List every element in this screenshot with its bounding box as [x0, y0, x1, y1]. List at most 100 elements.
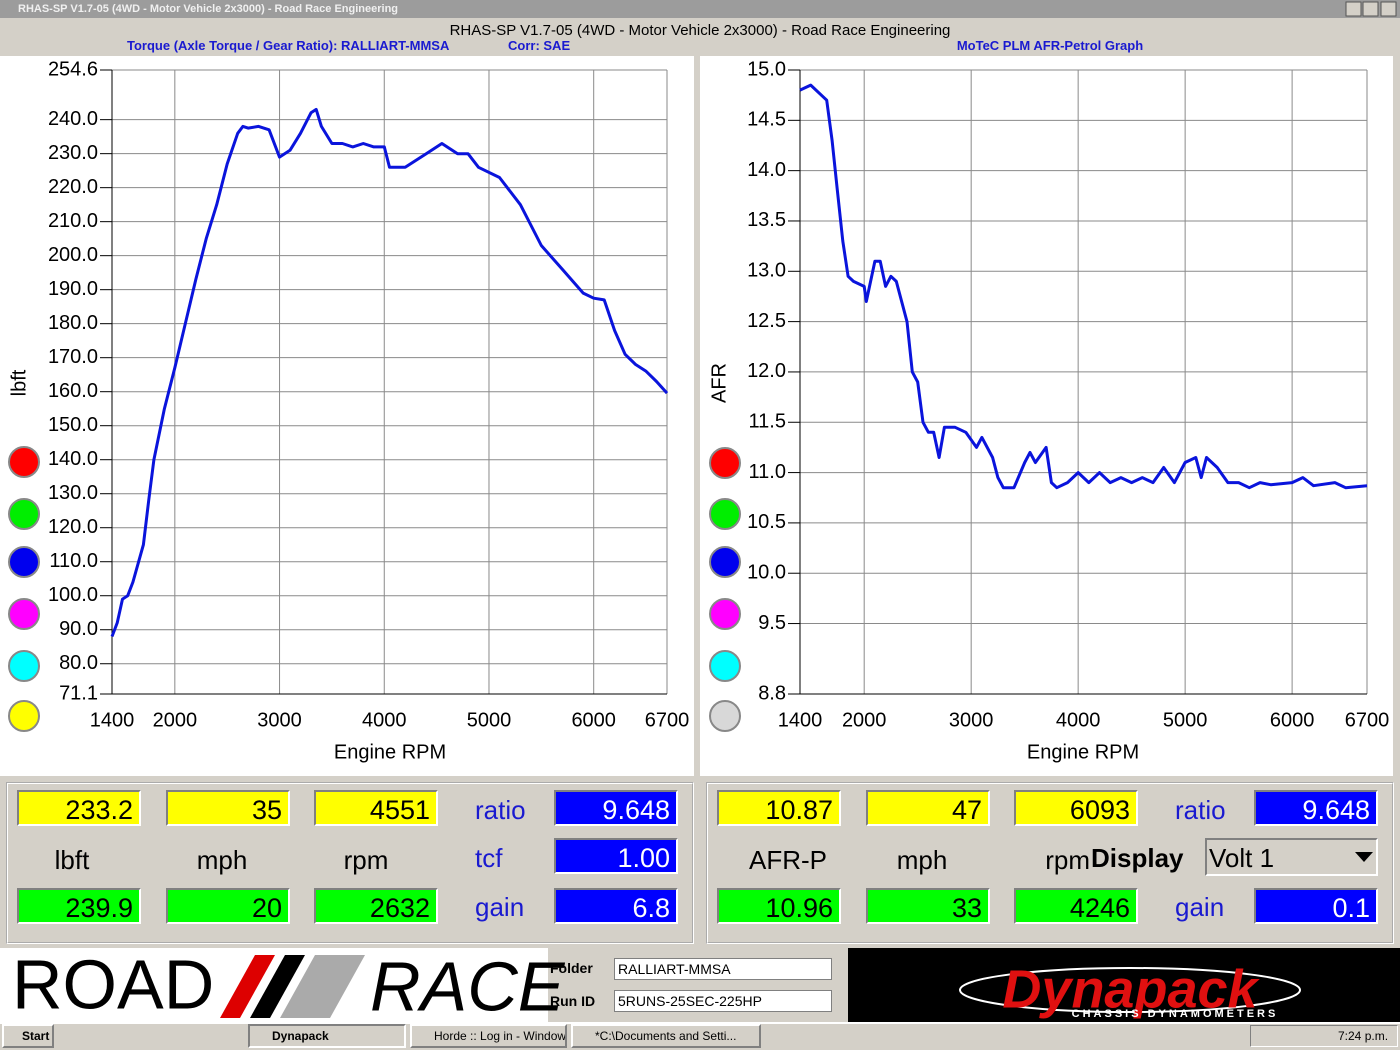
dynapack-logo-bg [848, 948, 1400, 1022]
logo-swoosh [959, 967, 1301, 1013]
x-tick-label: 6700 [1345, 709, 1390, 731]
run-id-field[interactable]: 5RUNS-25SEC-225HP [614, 990, 832, 1012]
y-tick-label: 210.0 [48, 210, 98, 232]
y-tick-label: 13.0 [747, 260, 786, 282]
readout: 10.87 [717, 790, 841, 826]
param-value[interactable]: 0.1 [1254, 888, 1378, 924]
x-tick-label: 6700 [645, 709, 690, 731]
y-tick-label: 15.0 [747, 58, 786, 80]
window-controls [1345, 1, 1397, 17]
unit-label: lbft [54, 845, 90, 875]
unit-label: mph [896, 845, 948, 875]
param-label: tcf [475, 843, 503, 873]
display-dropdown[interactable]: Volt 1 [1205, 838, 1378, 876]
y-tick-label: 200.0 [48, 244, 98, 266]
x-tick-label: 3000 [257, 709, 302, 731]
param-value[interactable]: 1.00 [554, 838, 678, 874]
start-button[interactable]: Start [2, 1024, 54, 1048]
taskbar-item[interactable]: Horde :: Log in - Window... [410, 1024, 567, 1048]
logo-race: RACE [370, 947, 566, 1025]
y-tick-label: 8.8 [758, 682, 786, 704]
param-value[interactable]: 9.648 [554, 790, 678, 826]
window-title: RHAS-SP V1.7-05 (4WD - Motor Vehicle 2x3… [18, 3, 398, 15]
param-value[interactable]: 9.648 [1254, 790, 1378, 826]
x-tick-label: 1400 [90, 709, 135, 731]
readout: 10.96 [717, 888, 841, 924]
app-title: RHAS-SP V1.7-05 (4WD - Motor Vehicle 2x3… [450, 22, 951, 39]
x-tick-label: 4000 [1056, 709, 1101, 731]
data-line [110, 107, 669, 638]
field-label: Folder [550, 960, 593, 976]
logo-subtitle: CHASSIS DYNAMOMETERS [1072, 1008, 1279, 1020]
y-tick-label: 14.0 [747, 159, 786, 181]
taskbar-item[interactable]: *C:\Documents and Setti... [571, 1024, 761, 1048]
y-tick-label: 80.0 [59, 652, 98, 674]
y-axis-label: AFR [708, 363, 730, 403]
y-tick-label: 11.0 [749, 461, 786, 483]
maximize-button[interactable] [1362, 1, 1379, 17]
readout: 20 [166, 888, 290, 924]
y-tick-label: 100.0 [48, 584, 98, 606]
field-label: Run ID [550, 993, 596, 1009]
x-tick-label: 2000 [842, 709, 887, 731]
y-tick-label: 180.0 [48, 312, 98, 334]
chart-subtitle: Corr: SAE [508, 38, 571, 53]
readout: 2632 [314, 888, 438, 924]
chart-panel [0, 56, 694, 776]
x-tick-label: 5000 [467, 709, 512, 731]
y-tick-label: 160.0 [48, 380, 98, 402]
readout: 239.9 [17, 888, 141, 924]
y-tick-label: 110.0 [49, 550, 98, 572]
x-tick-label: 6000 [1270, 709, 1315, 731]
x-axis-label: Engine RPM [334, 741, 446, 763]
display-label: Display [1091, 843, 1184, 873]
y-tick-label: 90.0 [59, 618, 98, 640]
chart-title: Torque (Axle Torque / Gear Ratio): RALLI… [127, 38, 450, 53]
legend-swatches [8, 446, 741, 732]
param-label: ratio [475, 795, 526, 825]
y-tick-label: 13.5 [747, 209, 786, 231]
readout: 233.2 [17, 790, 141, 826]
y-tick-label: 254.6 [48, 58, 98, 80]
param-label: ratio [1175, 795, 1226, 825]
y-tick-label: 130.0 [48, 482, 98, 504]
x-tick-label: 2000 [153, 709, 198, 731]
x-tick-label: 5000 [1163, 709, 1208, 731]
chart-title: MoTeC PLM AFR-Petrol Graph [956, 38, 1144, 53]
y-tick-label: 9.5 [758, 612, 786, 634]
readout: 33 [866, 888, 990, 924]
param-value[interactable]: 6.8 [554, 888, 678, 924]
y-tick-label: 11.5 [749, 411, 786, 433]
logo-road: ROAD [12, 945, 214, 1023]
y-tick-label: 71.1 [59, 682, 98, 704]
unit-label: rpm [1045, 845, 1090, 875]
x-tick-label: 1400 [778, 709, 823, 731]
unit-label: AFR-P [749, 845, 827, 875]
x-tick-label: 3000 [949, 709, 994, 731]
y-tick-label: 170.0 [48, 346, 98, 368]
data-line [799, 83, 1368, 490]
y-tick-label: 10.5 [747, 511, 786, 533]
x-axis-label: Engine RPM [1027, 741, 1139, 763]
y-tick-label: 12.0 [747, 360, 786, 382]
y-tick-label: 230.0 [48, 142, 98, 164]
logo-dynapack: Dynapack [1002, 959, 1260, 1019]
chart-panel [700, 56, 1393, 776]
readout: 4551 [314, 790, 438, 826]
dropdown-arrow[interactable] [1355, 852, 1373, 864]
logo-stripes [220, 955, 365, 1018]
x-tick-label: 4000 [362, 709, 407, 731]
unit-label: mph [196, 845, 248, 875]
y-tick-label: 120.0 [48, 516, 98, 538]
close-button[interactable] [1380, 1, 1397, 17]
y-tick-label: 190.0 [48, 278, 98, 300]
minimize-button[interactable] [1345, 1, 1362, 17]
readout: 4246 [1014, 888, 1138, 924]
taskbar-item[interactable]: Dynapack [248, 1024, 406, 1048]
dropdown-value: Volt 1 [1209, 843, 1275, 873]
y-tick-label: 140.0 [48, 448, 98, 470]
folder-field[interactable]: RALLIART-MMSA [614, 958, 832, 980]
clock: 7:24 p.m. [1338, 1029, 1389, 1043]
y-axis-label: lbft [8, 369, 30, 396]
